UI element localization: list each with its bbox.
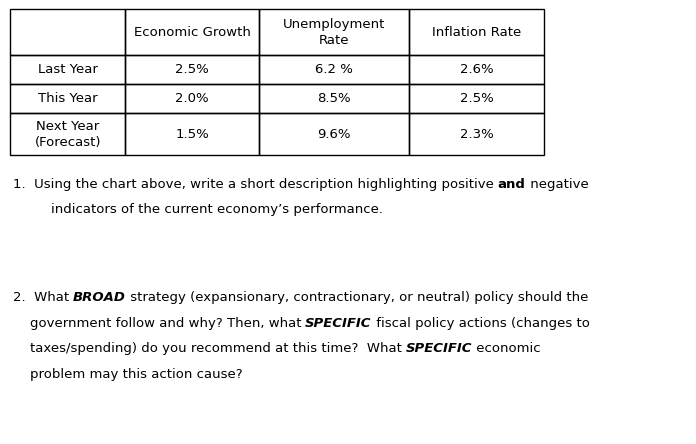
Bar [259,84,409,113]
Bar [409,113,544,155]
Bar [10,84,125,113]
Text: 1.  Using the chart above, write a short description highlighting positive: 1. Using the chart above, write a short … [13,178,498,190]
Text: 2.5%: 2.5% [459,92,493,105]
Text: 6.2 %: 6.2 % [315,63,353,76]
Text: indicators of the current economy’s performance.: indicators of the current economy’s perf… [51,203,383,216]
Bar [409,56,544,84]
Bar [10,9,125,56]
Text: Unemployment
Rate: Unemployment Rate [283,18,385,47]
Text: 2.6%: 2.6% [459,63,493,76]
Text: taxes/spending) do you recommend at this time?  What: taxes/spending) do you recommend at this… [13,342,406,355]
Text: problem may this action cause?: problem may this action cause? [13,368,242,381]
Text: BROAD: BROAD [73,291,126,304]
Bar [259,56,409,84]
Text: government follow and why? Then, what: government follow and why? Then, what [13,317,306,329]
Bar [259,113,409,155]
Text: Next Year
(Forecast): Next Year (Forecast) [35,120,101,149]
Text: SPECIFIC: SPECIFIC [406,342,472,355]
Bar [409,9,544,56]
Bar [259,9,409,56]
Text: SPECIFIC: SPECIFIC [306,317,372,329]
Text: fiscal policy actions (changes to: fiscal policy actions (changes to [372,317,590,329]
Text: Economic Growth: Economic Growth [134,26,251,39]
Text: economic: economic [472,342,541,355]
Bar [125,113,259,155]
Bar [125,9,259,56]
Text: 2.3%: 2.3% [459,128,493,141]
Text: 2.0%: 2.0% [175,92,209,105]
Text: This Year: This Year [38,92,97,105]
Bar [10,56,125,84]
Text: and: and [498,178,525,190]
Bar [125,56,259,84]
Text: negative: negative [525,178,588,190]
Text: 2.  What: 2. What [13,291,73,304]
Bar [10,113,125,155]
Text: 8.5%: 8.5% [317,92,351,105]
Bar [409,84,544,113]
Text: 2.5%: 2.5% [175,63,209,76]
Text: strategy (expansionary, contractionary, or neutral) policy should the: strategy (expansionary, contractionary, … [126,291,588,304]
Text: 9.6%: 9.6% [317,128,351,141]
Bar [125,84,259,113]
Text: Inflation Rate: Inflation Rate [432,26,521,39]
Text: Last Year: Last Year [38,63,98,76]
Text: 1.5%: 1.5% [175,128,209,141]
